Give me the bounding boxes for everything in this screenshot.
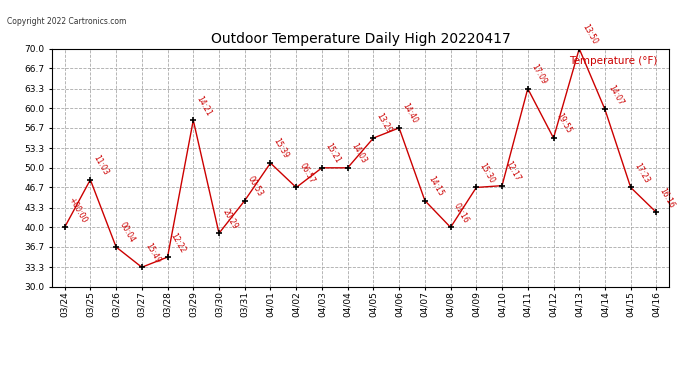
Text: 14:15: 14:15 xyxy=(426,174,445,198)
Text: 17:23: 17:23 xyxy=(632,161,651,184)
Text: Temperature (°F): Temperature (°F) xyxy=(569,56,657,66)
Text: 16:16: 16:16 xyxy=(658,186,676,210)
Text: 20:29: 20:29 xyxy=(220,207,239,231)
Title: Outdoor Temperature Daily High 20220417: Outdoor Temperature Daily High 20220417 xyxy=(210,32,511,46)
Text: 13:29: 13:29 xyxy=(375,112,393,135)
Text: 00:53: 00:53 xyxy=(246,174,265,198)
Text: 15:49: 15:49 xyxy=(144,241,162,264)
Text: 11:03: 11:03 xyxy=(92,154,110,177)
Text: 12:17: 12:17 xyxy=(504,160,522,183)
Text: 14:21: 14:21 xyxy=(195,94,213,117)
Text: 15:39: 15:39 xyxy=(272,137,290,160)
Text: 19:55: 19:55 xyxy=(555,112,573,135)
Text: 14:40: 14:40 xyxy=(400,102,420,125)
Text: 15:21: 15:21 xyxy=(324,142,342,165)
Text: 00:04: 00:04 xyxy=(117,220,136,244)
Text: 01:16: 01:16 xyxy=(452,201,471,225)
Text: 12:22: 12:22 xyxy=(169,231,188,254)
Text: 14:07: 14:07 xyxy=(607,83,625,107)
Text: 15:30: 15:30 xyxy=(477,161,496,184)
Text: Copyright 2022 Cartronics.com: Copyright 2022 Cartronics.com xyxy=(7,17,126,26)
Text: 17:09: 17:09 xyxy=(529,62,548,86)
Text: +00:00: +00:00 xyxy=(66,195,88,225)
Text: 13:50: 13:50 xyxy=(580,22,600,46)
Text: 06:57: 06:57 xyxy=(297,161,317,184)
Text: 14:03: 14:03 xyxy=(349,142,368,165)
